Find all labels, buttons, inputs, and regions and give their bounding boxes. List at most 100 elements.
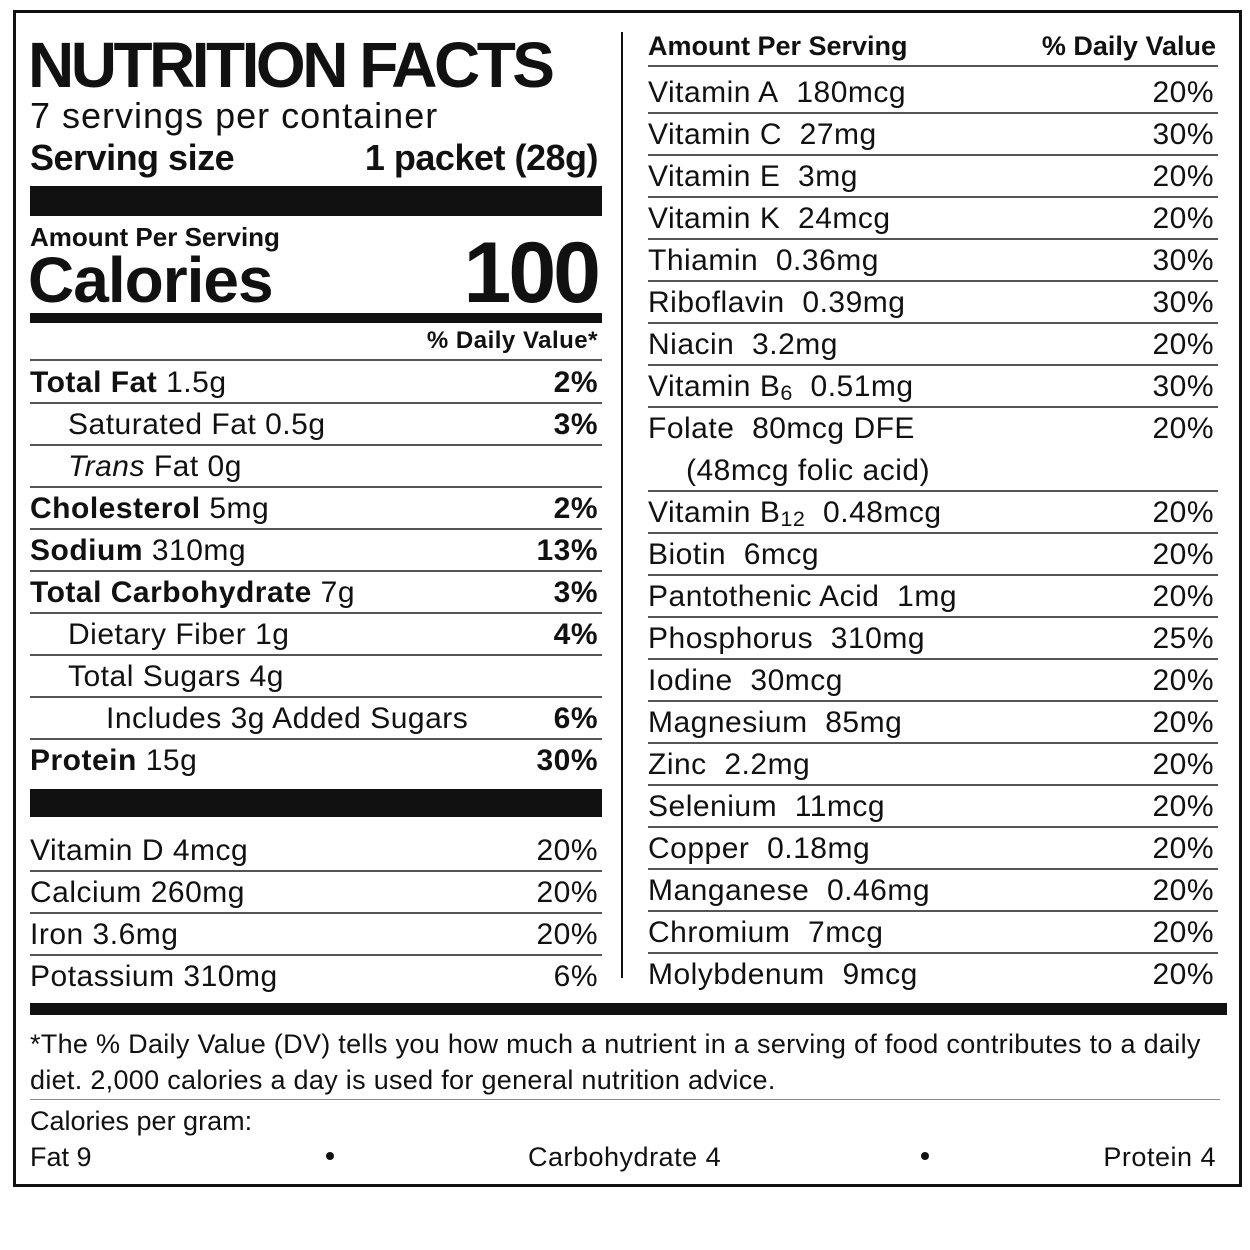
vitamin-row: Potassium 310mg 6% (30, 956, 602, 998)
vitamin-row: Vitamin E 3mg 20% (648, 156, 1218, 198)
vitamin-line: Folate 80mcg DFE (648, 408, 1218, 450)
space (157, 366, 166, 399)
space (241, 660, 250, 693)
thin-rule (648, 65, 1218, 67)
serving-size: 1 packet (28g) (364, 137, 599, 178)
vitamin-amount: 30mcg (750, 664, 843, 697)
nutrient-row: Sodium 310mg 13% (30, 530, 602, 572)
vitamin-dv: 25% (1152, 622, 1214, 655)
vitamin-amount: 85mg (825, 706, 903, 739)
vitamin-name: Vitamin B (648, 370, 781, 403)
vitamin-name: Riboflavin (648, 286, 785, 319)
vitamin-amount: 24mcg (798, 202, 891, 235)
vitamin-amount: 0.18mg (767, 832, 871, 865)
vitamin-row: Chromium 7mcg 20% (648, 912, 1218, 954)
nutrient-dv: 3% (553, 576, 598, 609)
thin-rule (30, 1099, 1220, 1100)
nutrient-dv: 4% (553, 618, 598, 651)
vitamin-name: Vitamin E (648, 160, 781, 193)
vitamin-row: Niacin 3.2mg 20% (648, 324, 1218, 366)
vitamin-row: Iodine 30mcg 20% (648, 660, 1218, 702)
space (137, 744, 146, 777)
fat-cal: Fat 9 (30, 1142, 92, 1172)
right-dv-heading: % Daily Value (1041, 31, 1216, 61)
vitamin-row: Phosphorus 310mg 25% (648, 618, 1218, 660)
vitamin-name: Niacin (648, 328, 735, 361)
vitamin-line: Vitamin E 3mg (648, 156, 1218, 198)
vitamin-amount: 6mcg (743, 538, 820, 571)
vitamin-dv: 20% (536, 834, 598, 867)
vitamin-name: Manganese (648, 874, 810, 907)
vitamin-amount: 0.48mcg (823, 496, 942, 529)
vitamin-dv: 20% (1152, 790, 1214, 823)
vitamin-row: Pantothenic Acid 1mg 20% (648, 576, 1218, 618)
space (199, 450, 208, 483)
vitamin-row: Manganese 0.46mg 20% (648, 870, 1218, 912)
vitamin-dv: 20% (1152, 328, 1214, 361)
vitamin-row: Thiamin 0.36mg 30% (648, 240, 1218, 282)
nutrient-row: Saturated Fat 0.5g 3% (30, 404, 602, 446)
nutrient-amount: 1g (255, 618, 290, 651)
vitamin-amount: 3.2mg (752, 328, 838, 361)
nutrient-amount: 15g (145, 744, 198, 777)
nutrient-row: Protein 15g 30% (30, 740, 602, 782)
vitamin-amount: 310mg (183, 960, 278, 993)
vitamin-amount: 310mg (830, 622, 926, 655)
calories-per-gram: Calories per gram: (30, 1106, 253, 1136)
nutrient-name: Saturated Fat (68, 408, 257, 441)
nutrient-dv: 3% (553, 408, 598, 441)
nutrient-amount: 1.5g (166, 366, 227, 399)
medium-rule (30, 313, 602, 323)
vitamin-dv: 20% (1152, 202, 1214, 235)
vitamin-row: Folate 80mcg DFE (48mcg folic acid) 20% (648, 408, 1218, 492)
nutrient-name: Total Sugars (68, 660, 241, 693)
vitamin-line: Vitamin C 27mg (648, 114, 1218, 156)
vitamin-row: Selenium 11mcg 20% (648, 786, 1218, 828)
vitamin-name: Zinc (648, 748, 707, 781)
space (312, 576, 321, 609)
vitamin-dv: 20% (1152, 76, 1214, 109)
servings: 7 servings per container (30, 95, 439, 136)
vitamin-amount: 180mcg (796, 76, 907, 109)
space (164, 834, 173, 867)
vitamin-name: Iron (30, 918, 84, 951)
vitamin-dv: 20% (1152, 916, 1214, 949)
serving-size-label: Serving size (30, 137, 235, 178)
vitamin-line: Magnesium 85mg (648, 702, 1218, 744)
vitamin-row: Copper 0.18mg 20% (648, 828, 1218, 870)
vitamin-dv: 20% (536, 876, 598, 909)
column-divider (621, 32, 623, 978)
vitamin-dv: 20% (1152, 706, 1214, 739)
nutrient-name: Cholesterol (30, 492, 201, 525)
vitamin-note: (48mcg folic acid) (686, 454, 931, 487)
carb-cal: Carbohydrate 4 (528, 1142, 722, 1172)
vitamin-name: Biotin (648, 538, 727, 571)
vitamin-dv: 20% (1152, 874, 1214, 907)
vitamin-line: Manganese 0.46mg (648, 870, 1218, 912)
vitamin-dv: 20% (1152, 412, 1214, 445)
vitamin-name: Vitamin D (30, 834, 164, 867)
vitamin-row: Vitamin A 180mcg 20% (648, 72, 1218, 114)
nutrient-name: Dietary Fiber (68, 618, 247, 651)
vitamin-line: Vitamin K 24mcg (648, 198, 1218, 240)
vitamin-dv: 30% (1152, 244, 1214, 277)
vitamin-amount: 27mg (799, 118, 877, 151)
nutrient-name: Includes 3g Added Sugars (106, 702, 469, 735)
dv-heading: % Daily Value* (426, 327, 598, 354)
vitamin-name: Vitamin A (648, 76, 779, 109)
vitamin-amount: 260mg (150, 876, 245, 909)
vitamin-subscript: 12 (780, 506, 806, 531)
vitamin-line: Selenium 11mcg (648, 786, 1218, 828)
vitamin-dv: 6% (553, 960, 598, 993)
footnote: *The % Daily Value (DV) tells you how mu… (30, 1029, 1201, 1095)
vitamin-name: Molybdenum (648, 958, 825, 991)
nutrient-name: Protein (30, 744, 137, 777)
space (84, 918, 93, 951)
vitamin-dv: 20% (1152, 160, 1214, 193)
vitamin-amount: 3mg (798, 160, 858, 193)
vitamin-amount: 11mcg (794, 790, 886, 823)
vitamin-line: Phosphorus 310mg (648, 618, 1218, 660)
vitamin-name: Magnesium (648, 706, 808, 739)
space (256, 408, 265, 441)
